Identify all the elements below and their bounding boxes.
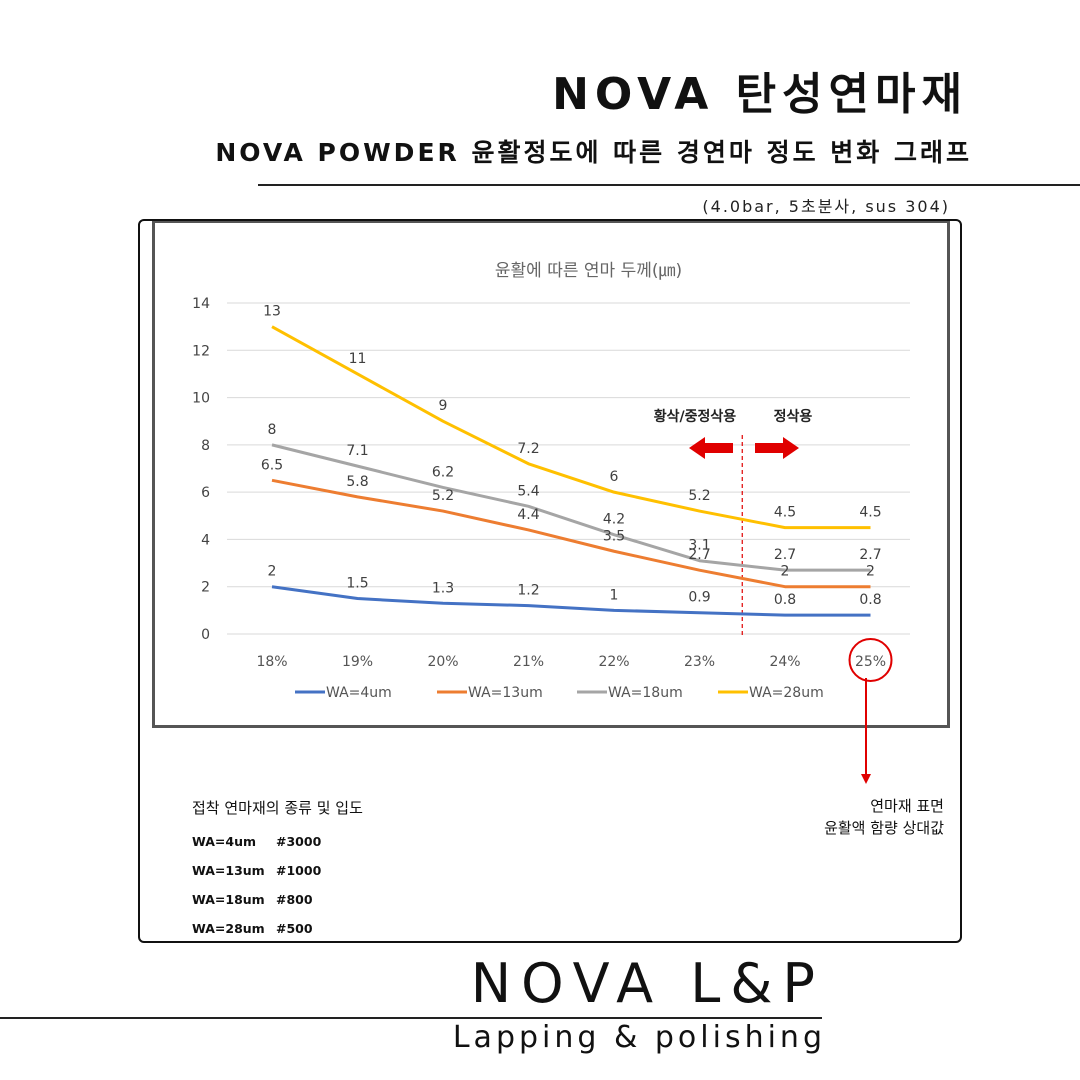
data-label: 2.7: [774, 547, 796, 563]
grade-row: WA=18um #800: [192, 892, 363, 907]
page-subtitle: NOVA POWDER 윤활정도에 따른 경연마 정도 변화 그래프: [215, 138, 972, 167]
data-label: 7.2: [517, 441, 539, 457]
legend-label: WA=13um: [468, 685, 543, 701]
legend-label: WA=4um: [326, 685, 392, 701]
data-label: 3.5: [603, 528, 625, 544]
legend-label: WA=18um: [608, 685, 683, 701]
data-label: 0.9: [688, 590, 710, 606]
highlight-circle: [848, 638, 893, 682]
x-tick-label: 21%: [513, 654, 544, 670]
grade-row: WA=4um #3000: [192, 834, 363, 849]
series-line: [271, 478, 871, 589]
y-tick-label: 0: [201, 627, 210, 643]
x-axis-explanation: 연마재 표면 윤활액 함량 상대값: [824, 795, 944, 839]
legend-label: WA=28um: [749, 685, 824, 701]
y-tick-label: 4: [201, 532, 210, 548]
x-tick-label: 25%: [855, 654, 886, 670]
right-arrow-icon: [755, 437, 799, 459]
grade-grit: #3000: [276, 834, 322, 849]
chart-frame: 윤활에 따른 연마 두께(㎛) 0 2 4 6 8 10 12 14 18% 19% 20% 21% 22…: [152, 221, 950, 728]
series-line: [271, 325, 871, 530]
test-conditions: (4.0bar, 5초분사, sus 304): [702, 197, 950, 216]
data-label: 1.3: [432, 580, 454, 596]
data-label: 2: [781, 564, 790, 580]
bottom-divider: [0, 1017, 822, 1019]
data-label: 6.5: [261, 457, 283, 473]
data-label: 1.2: [517, 583, 539, 599]
grade-wa: WA=18um: [192, 892, 265, 907]
data-label: 0.8: [859, 592, 881, 608]
grade-grit: #500: [276, 921, 313, 936]
data-label: 2.7: [859, 547, 881, 563]
series-line: [271, 443, 871, 572]
data-label: 4.2: [603, 512, 625, 528]
y-tick-label: 12: [192, 343, 210, 359]
series-line: [271, 585, 871, 617]
x-axis-explanation-line2: 윤활액 함량 상대값: [824, 819, 944, 837]
data-label: 13: [263, 304, 281, 320]
data-label: 5.2: [688, 488, 710, 504]
y-tick-label: 2: [201, 580, 210, 596]
chart-panel: 윤활에 따른 연마 두께(㎛) 0 2 4 6 8 10 12 14 18% 19% 20% 21% 22…: [138, 219, 962, 943]
x-axis-explanation-line1: 연마재 표면: [870, 797, 944, 815]
x-tick-label: 18%: [256, 654, 287, 670]
brand-name: NOVA L&P: [470, 952, 825, 1015]
data-label: 0.8: [774, 592, 796, 608]
y-tick-label: 14: [192, 296, 210, 312]
y-tick-label: 8: [201, 438, 210, 454]
data-label: 4.4: [517, 507, 539, 523]
x-tick-label: 23%: [684, 654, 715, 670]
data-label: 7.1: [346, 443, 368, 459]
page-title: NOVA 탄성연마재: [552, 69, 968, 120]
grade-wa: WA=4um: [192, 834, 256, 849]
data-label: 9: [439, 398, 448, 414]
x-tick-label: 22%: [598, 654, 629, 670]
grade-row: WA=28um #500: [192, 921, 363, 936]
data-label: 3.1: [688, 538, 710, 554]
grade-notes: 접착 연마재의 종류 및 입도 WA=4um #3000 WA=13um #1000…: [192, 797, 363, 950]
data-label: 2: [268, 564, 277, 580]
data-label: 8: [268, 422, 277, 438]
data-label: 6.2: [432, 464, 454, 480]
grade-grit: #1000: [276, 863, 322, 878]
finishing-label: 정삭용: [774, 408, 813, 425]
data-label: 1: [610, 587, 619, 603]
data-label: 1.5: [346, 576, 368, 592]
x-tick-label: 24%: [769, 654, 800, 670]
grade-grit: #800: [276, 892, 313, 907]
data-label: 2: [866, 564, 875, 580]
roughing-label: 황삭/중정삭용: [654, 408, 737, 425]
data-label: 6: [610, 469, 619, 485]
data-label: 5.2: [432, 488, 454, 504]
chart-title: 윤활에 따른 연마 두께(㎛): [495, 261, 682, 281]
y-tick-label: 10: [192, 391, 210, 407]
y-tick-label: 6: [201, 485, 210, 501]
grade-wa: WA=13um: [192, 863, 265, 878]
grade-row: WA=13um #1000: [192, 863, 363, 878]
data-label: 11: [349, 351, 367, 367]
data-label: 4.5: [859, 505, 881, 521]
brand-tagline: Lapping & polishing: [452, 1020, 826, 1055]
x-tick-label: 19%: [342, 654, 373, 670]
x-tick-label: 20%: [427, 654, 458, 670]
grade-wa: WA=28um: [192, 921, 265, 936]
data-label: 4.5: [774, 505, 796, 521]
data-label: 5.4: [517, 483, 539, 499]
data-label: 2.7: [688, 547, 710, 563]
data-label: 5.8: [346, 474, 368, 490]
grade-notes-title: 접착 연마재의 종류 및 입도: [192, 799, 363, 817]
left-arrow-icon: [689, 437, 733, 459]
top-divider: [258, 184, 1080, 186]
